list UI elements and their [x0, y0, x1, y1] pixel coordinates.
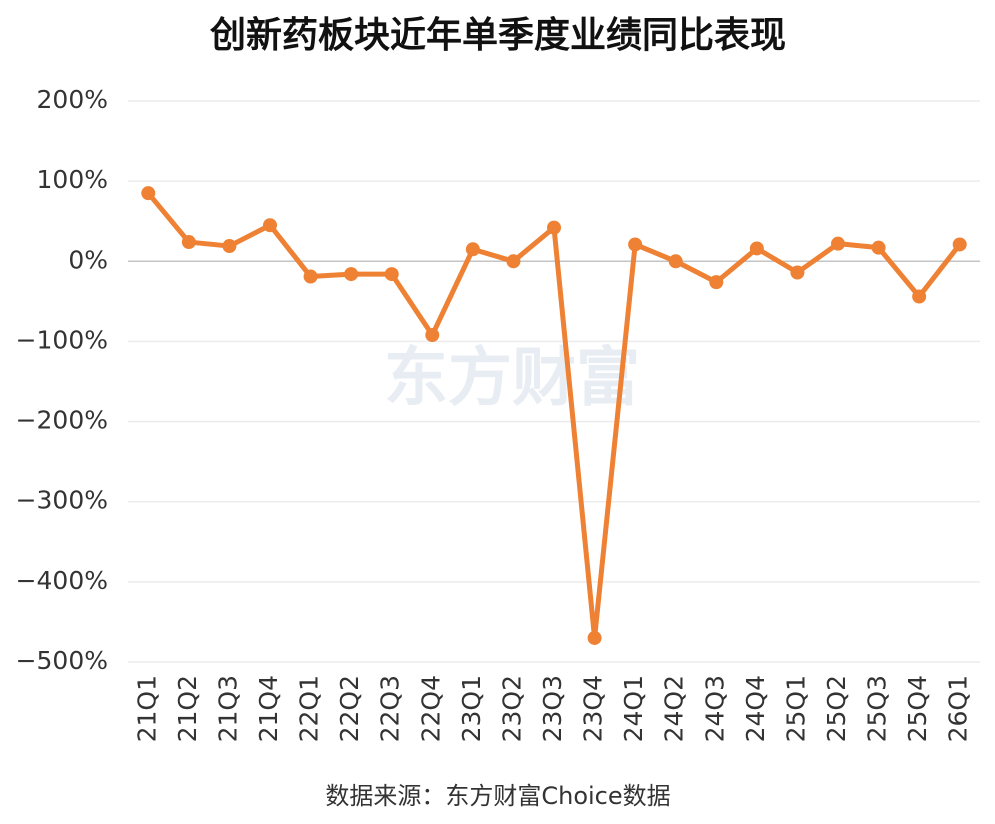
x-tick-label: 26Q1 — [944, 675, 973, 742]
watermark: 东方财富 — [384, 342, 640, 416]
y-tick-label: −200% — [16, 406, 108, 435]
point — [222, 239, 237, 254]
x-tick-label: 22Q1 — [295, 675, 324, 742]
x-tick-label: 24Q4 — [741, 675, 770, 742]
y-tick-label: 200% — [37, 85, 108, 114]
x-tick-label: 23Q4 — [579, 675, 608, 742]
x-tick-label: 23Q1 — [457, 675, 486, 742]
point — [587, 630, 602, 645]
point — [465, 242, 480, 257]
point — [668, 254, 683, 269]
x-tick-label: 25Q2 — [822, 675, 851, 742]
point — [871, 240, 886, 255]
x-tick-label: 22Q4 — [416, 675, 445, 742]
x-tick-label: 21Q2 — [173, 675, 202, 742]
y-tick-label: −100% — [16, 325, 108, 354]
point — [790, 265, 805, 280]
source-note: 数据来源：东方财富Choice数据 — [325, 782, 670, 810]
point — [263, 218, 277, 233]
x-tick-label: 24Q2 — [660, 675, 689, 742]
y-tick-label: −400% — [16, 566, 108, 595]
x-tick-label: 22Q3 — [376, 675, 405, 742]
x-tick-label: 23Q2 — [497, 675, 526, 742]
y-tick-label: 100% — [37, 165, 108, 194]
x-tick-label: 24Q3 — [700, 675, 729, 742]
point — [425, 328, 440, 343]
point — [303, 269, 318, 284]
point — [547, 220, 561, 235]
x-tick-label: 21Q4 — [254, 675, 283, 742]
x-tick-label: 25Q3 — [863, 675, 892, 742]
x-tick-label: 25Q4 — [903, 675, 932, 742]
x-tick-label: 25Q1 — [781, 675, 810, 742]
x-tick-label: 22Q2 — [335, 675, 364, 742]
point — [344, 267, 359, 282]
point — [181, 235, 196, 250]
x-tick-label: 23Q3 — [538, 675, 567, 742]
chart-title: 创新药板块近年单季度业绩同比表现 — [210, 14, 786, 56]
point — [506, 254, 521, 269]
x-tick-label: 21Q3 — [213, 675, 242, 742]
point — [952, 237, 967, 252]
y-tick-label: −300% — [16, 486, 108, 515]
y-tick-label: 0% — [68, 245, 108, 274]
point — [709, 275, 724, 290]
point — [749, 241, 764, 256]
point — [384, 267, 399, 282]
point — [628, 237, 643, 252]
point — [831, 236, 845, 251]
y-tick-label: −500% — [16, 646, 108, 675]
point — [912, 289, 927, 304]
x-tick-label: 24Q1 — [619, 675, 648, 742]
point — [141, 186, 156, 201]
x-tick-label: 21Q1 — [132, 675, 161, 742]
